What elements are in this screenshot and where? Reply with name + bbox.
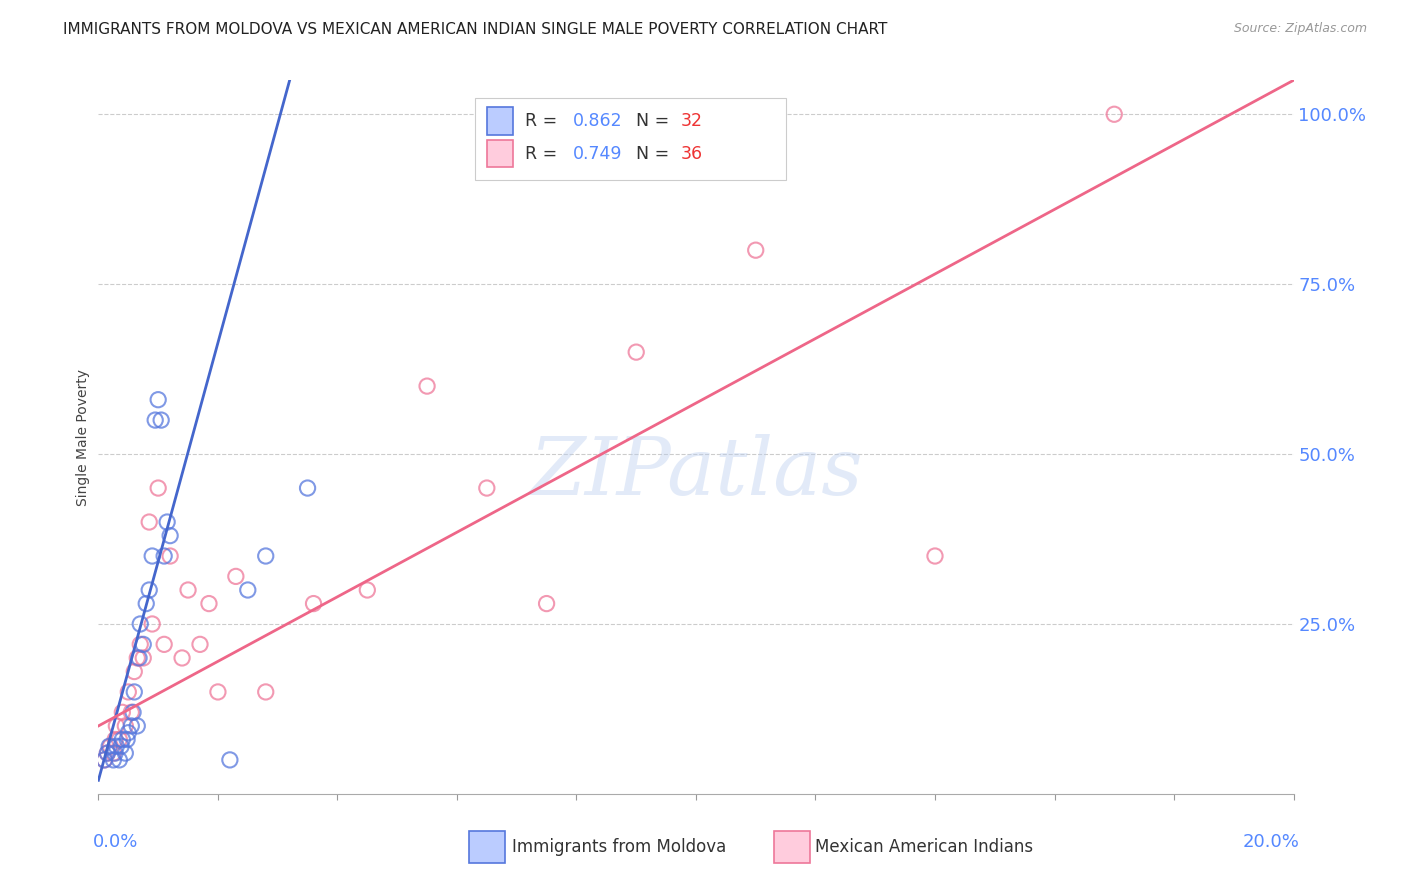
- Point: [128, 651, 150, 665]
- Point: [105, 719, 128, 733]
- Point: [141, 549, 163, 563]
- Text: 0.0%: 0.0%: [93, 833, 138, 851]
- Point: [108, 753, 131, 767]
- Point: [302, 597, 325, 611]
- Point: [225, 569, 247, 583]
- Point: [745, 243, 768, 257]
- Point: [135, 597, 157, 611]
- Point: [122, 706, 145, 720]
- Point: [103, 746, 125, 760]
- Point: [93, 753, 115, 767]
- Point: [924, 549, 946, 563]
- Point: [207, 685, 229, 699]
- Point: [111, 706, 134, 720]
- Point: [105, 739, 128, 754]
- Point: [111, 732, 134, 747]
- Text: 0.749: 0.749: [572, 145, 623, 162]
- Point: [117, 725, 139, 739]
- Point: [129, 617, 152, 632]
- Point: [297, 481, 319, 495]
- Point: [153, 637, 176, 651]
- Text: Immigrants from Moldova: Immigrants from Moldova: [512, 838, 725, 856]
- Point: [177, 582, 200, 597]
- Text: 36: 36: [681, 145, 703, 162]
- Point: [127, 651, 149, 665]
- Point: [153, 549, 176, 563]
- Point: [138, 582, 160, 597]
- Text: N =: N =: [637, 145, 675, 162]
- Point: [132, 637, 155, 651]
- Bar: [470, 831, 505, 863]
- Point: [198, 597, 221, 611]
- Point: [219, 753, 242, 767]
- Point: [117, 685, 139, 699]
- Bar: [773, 831, 810, 863]
- Point: [114, 719, 136, 733]
- Text: R =: R =: [524, 145, 562, 162]
- Point: [110, 739, 132, 754]
- Y-axis label: Single Male Poverty: Single Male Poverty: [76, 368, 90, 506]
- Point: [148, 481, 170, 495]
- Point: [143, 413, 166, 427]
- Text: Mexican American Indians: Mexican American Indians: [815, 838, 1033, 856]
- Bar: [486, 140, 513, 168]
- Point: [132, 651, 155, 665]
- Point: [254, 549, 277, 563]
- Text: 20.0%: 20.0%: [1243, 833, 1299, 851]
- Point: [254, 685, 277, 699]
- Point: [98, 739, 122, 754]
- Point: [138, 515, 160, 529]
- Point: [129, 637, 152, 651]
- Point: [120, 706, 142, 720]
- Point: [104, 746, 127, 760]
- Point: [96, 746, 118, 760]
- Point: [104, 732, 127, 747]
- Point: [148, 392, 170, 407]
- Text: ZIPatlas: ZIPatlas: [529, 434, 863, 511]
- Point: [98, 739, 121, 754]
- Point: [124, 665, 146, 679]
- Point: [156, 515, 179, 529]
- Point: [124, 685, 146, 699]
- Point: [159, 549, 181, 563]
- Point: [114, 746, 136, 760]
- Text: Source: ZipAtlas.com: Source: ZipAtlas.com: [1233, 22, 1367, 36]
- Point: [356, 582, 378, 597]
- Point: [416, 379, 439, 393]
- Point: [96, 746, 118, 760]
- Point: [127, 719, 149, 733]
- Point: [103, 753, 125, 767]
- Point: [536, 597, 558, 611]
- Text: IMMIGRANTS FROM MOLDOVA VS MEXICAN AMERICAN INDIAN SINGLE MALE POVERTY CORRELATI: IMMIGRANTS FROM MOLDOVA VS MEXICAN AMERI…: [63, 22, 887, 37]
- Point: [108, 732, 131, 747]
- Bar: [486, 107, 513, 135]
- Point: [150, 413, 173, 427]
- Point: [626, 345, 648, 359]
- Text: R =: R =: [524, 112, 562, 130]
- Point: [475, 481, 498, 495]
- Point: [115, 732, 138, 747]
- Point: [188, 637, 211, 651]
- Text: 0.862: 0.862: [572, 112, 623, 130]
- Point: [159, 528, 181, 542]
- Point: [141, 617, 163, 632]
- Point: [1104, 107, 1126, 121]
- Text: N =: N =: [637, 112, 675, 130]
- Text: 32: 32: [681, 112, 703, 130]
- Point: [236, 582, 259, 597]
- Point: [93, 753, 115, 767]
- Point: [172, 651, 194, 665]
- Point: [120, 719, 142, 733]
- FancyBboxPatch shape: [475, 98, 786, 180]
